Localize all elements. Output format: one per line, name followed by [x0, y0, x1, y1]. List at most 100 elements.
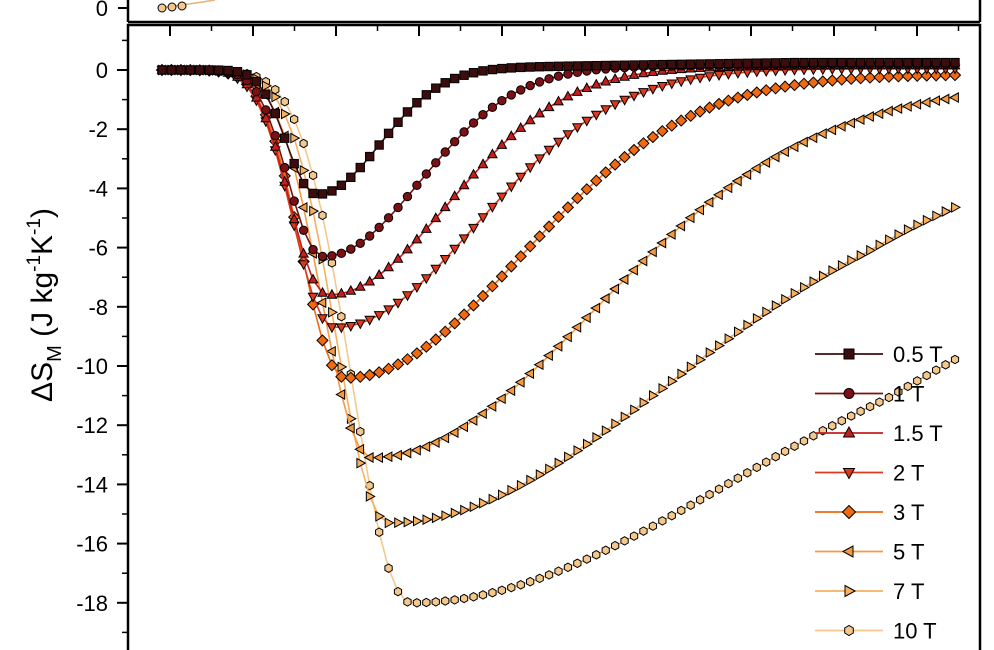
data-point — [639, 526, 648, 536]
data-point — [495, 270, 509, 283]
data-point — [667, 59, 677, 70]
data-point — [431, 512, 442, 524]
data-point — [457, 308, 471, 321]
data-point — [401, 353, 414, 366]
data-point — [601, 545, 610, 556]
data-point — [280, 133, 290, 143]
data-point — [410, 444, 421, 456]
data-point — [922, 370, 931, 381]
data-point — [885, 234, 896, 246]
data-point — [920, 69, 933, 82]
y-axis-label: ΔSM (J kg-1K-1) — [24, 208, 66, 402]
data-point — [363, 368, 376, 382]
data-point — [346, 172, 356, 183]
data-point — [590, 78, 602, 89]
data-point — [647, 66, 659, 76]
data-point — [807, 76, 820, 89]
data-point — [675, 77, 687, 88]
data-point — [712, 189, 723, 201]
data-point — [393, 586, 403, 597]
data-point — [429, 333, 442, 346]
data-point — [422, 514, 433, 526]
data-point — [345, 322, 357, 332]
data-point — [488, 587, 497, 598]
data-point — [382, 451, 393, 463]
data-point — [609, 73, 621, 83]
data-point — [223, 65, 233, 76]
data-point — [335, 388, 346, 400]
data-point — [865, 57, 875, 68]
data-point — [441, 596, 450, 606]
data-point — [790, 287, 801, 299]
data-point — [571, 191, 584, 205]
data-point — [573, 558, 582, 569]
data-point — [460, 504, 471, 516]
data-point — [308, 170, 318, 181]
data-point — [762, 306, 773, 318]
data-point — [298, 178, 309, 189]
data-point — [892, 70, 905, 83]
data-point — [280, 108, 291, 120]
legend: 0.5 T 1 T 1.5 T 2 T 3 T 5 T 7 T 10 T — [815, 342, 943, 644]
data-point — [542, 350, 553, 362]
data-point — [882, 70, 896, 83]
data-point — [534, 107, 546, 118]
data-point — [375, 527, 384, 537]
data-point — [526, 576, 535, 587]
data-point — [826, 124, 837, 136]
data-point — [525, 62, 535, 72]
data-point — [733, 58, 743, 69]
legend-entry: 0.5 T — [815, 342, 943, 367]
data-point — [939, 93, 950, 105]
data-point — [816, 128, 827, 140]
data-point — [618, 150, 631, 164]
data-point — [770, 58, 781, 68]
legend-label: 1 T — [893, 382, 924, 407]
data-point — [695, 59, 705, 69]
data-point — [572, 61, 583, 71]
data-point — [808, 57, 819, 68]
data-point — [611, 418, 622, 430]
data-point — [308, 188, 318, 199]
data-point — [630, 404, 641, 416]
data-point — [790, 441, 799, 451]
data-point — [335, 370, 348, 383]
data-point — [553, 71, 564, 81]
data-point — [741, 88, 754, 102]
data-point — [422, 597, 431, 608]
data-point — [866, 244, 877, 256]
data-point — [724, 478, 733, 489]
data-point — [590, 174, 603, 187]
data-point — [722, 94, 735, 107]
data-point — [750, 86, 763, 99]
data-point — [948, 68, 962, 82]
data-point — [280, 96, 289, 107]
data-point — [591, 60, 601, 71]
data-point — [488, 493, 499, 505]
data-point — [592, 432, 603, 443]
data-point — [771, 300, 782, 312]
data-point — [932, 365, 941, 375]
data-point — [430, 264, 442, 275]
data-point — [809, 276, 820, 288]
data-point — [534, 154, 546, 165]
data-point — [309, 205, 320, 217]
series-3T — [155, 63, 962, 384]
data-point — [534, 77, 545, 87]
data-point — [609, 100, 621, 111]
data-point — [563, 61, 573, 71]
data-point — [327, 258, 337, 268]
data-point — [516, 85, 526, 95]
data-point — [799, 436, 809, 446]
data-point — [582, 554, 591, 564]
data-point — [374, 222, 384, 233]
data-point — [761, 58, 771, 68]
data-point — [931, 57, 941, 68]
data-point — [639, 397, 650, 409]
data-point — [477, 213, 489, 224]
data-point — [411, 283, 423, 294]
data-point — [797, 136, 808, 148]
data-point — [780, 446, 790, 457]
data-point — [873, 108, 884, 120]
data-point — [497, 96, 507, 106]
